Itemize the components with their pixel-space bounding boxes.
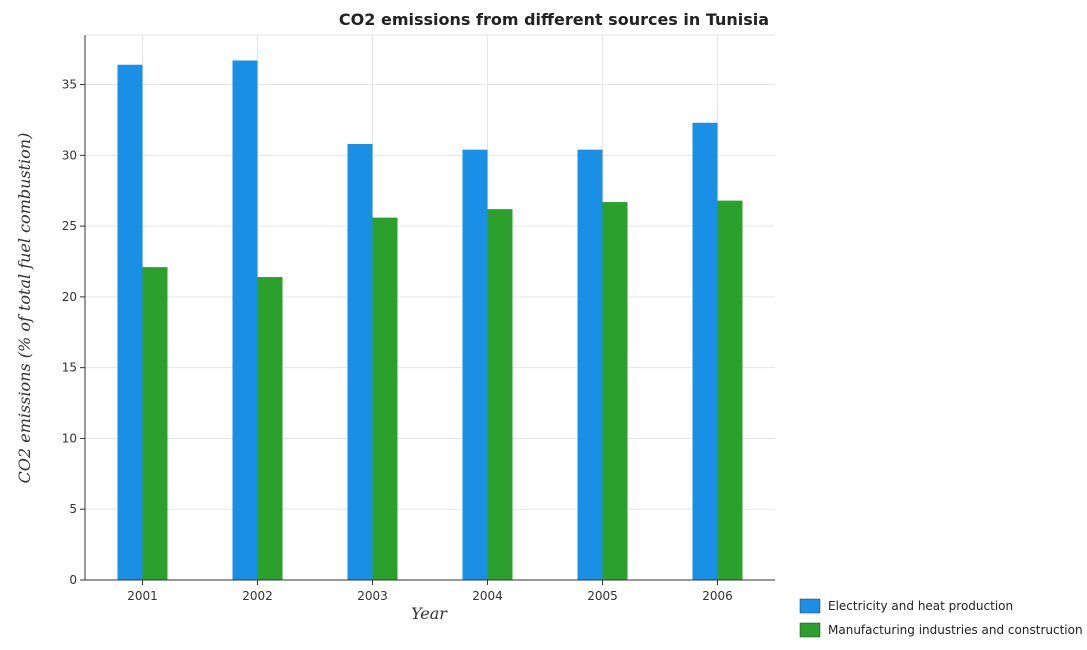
- bar-manufacturing-2006: [717, 200, 743, 580]
- x-tick-label: 2001: [127, 589, 158, 603]
- y-tick-label: 0: [69, 573, 77, 587]
- legend-swatch: [799, 598, 821, 614]
- bar-electricity-2001: [117, 64, 143, 580]
- bars: [117, 60, 743, 581]
- x-axis-label: Year: [411, 604, 448, 623]
- y-tick-label: 5: [69, 502, 77, 516]
- bar-electricity-2005: [577, 149, 603, 580]
- y-tick-label: 15: [62, 361, 77, 375]
- y-tick-label: 35: [62, 78, 77, 92]
- x-tick-label: 2003: [357, 589, 388, 603]
- x-tick-label: 2005: [587, 589, 618, 603]
- legend-swatch: [799, 622, 821, 638]
- x-tick-label: 2002: [242, 589, 273, 603]
- bar-electricity-2006: [692, 122, 718, 580]
- grid: [85, 34, 775, 581]
- y-tick-label: 30: [62, 148, 77, 162]
- x-tick-label: 2006: [702, 589, 733, 603]
- bar-electricity-2003: [347, 144, 373, 580]
- legend-label: Electricity and heat production: [828, 599, 1013, 613]
- x-tick-label: 2004: [472, 589, 503, 603]
- chart-title: CO2 emissions from different sources in …: [339, 10, 769, 29]
- y-tick-label: 20: [62, 290, 77, 304]
- bar-manufacturing-2004: [487, 209, 513, 580]
- y-axis-label: CO2 emissions (% of total fuel combustio…: [15, 133, 34, 484]
- legend-label: Manufacturing industries and constructio…: [828, 623, 1083, 637]
- bar-manufacturing-2001: [142, 267, 168, 580]
- bar-manufacturing-2002: [257, 277, 283, 580]
- axes: 0 5 10 15 20 25 30 35 2001 2002 2003 2004 2005 2006: [62, 35, 775, 603]
- bar-electricity-2002: [232, 60, 258, 580]
- legend: Electricity and heat production Manufactu…: [799, 598, 1083, 638]
- y-tick-label: 25: [62, 219, 77, 233]
- bar-manufacturing-2003: [372, 217, 398, 580]
- bar-electricity-2004: [462, 149, 488, 580]
- y-tick-label: 10: [62, 431, 77, 445]
- bar-manufacturing-2005: [602, 202, 628, 581]
